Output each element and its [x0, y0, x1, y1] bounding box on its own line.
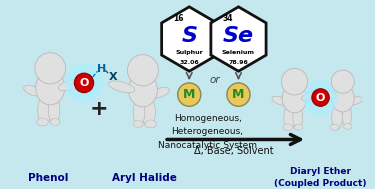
Text: Sulphur: Sulphur: [176, 50, 203, 55]
Text: O: O: [316, 93, 325, 103]
Circle shape: [178, 83, 201, 106]
Ellipse shape: [302, 91, 324, 101]
Text: Selenium: Selenium: [222, 50, 255, 55]
Text: H: H: [97, 64, 106, 74]
Text: 78.96: 78.96: [228, 60, 248, 65]
Text: Phenol: Phenol: [28, 173, 69, 183]
Ellipse shape: [37, 118, 48, 126]
Ellipse shape: [133, 98, 145, 126]
Text: X: X: [109, 72, 117, 82]
Ellipse shape: [58, 79, 85, 91]
Text: +: +: [89, 99, 108, 119]
Ellipse shape: [344, 124, 352, 129]
Text: M: M: [183, 88, 195, 101]
Ellipse shape: [293, 106, 303, 129]
Polygon shape: [211, 7, 266, 71]
Circle shape: [281, 68, 308, 95]
Text: M: M: [232, 88, 244, 101]
Ellipse shape: [331, 85, 354, 112]
Ellipse shape: [36, 71, 65, 105]
Ellipse shape: [316, 90, 336, 99]
Ellipse shape: [48, 97, 60, 124]
Ellipse shape: [294, 124, 303, 130]
Ellipse shape: [330, 124, 339, 130]
Ellipse shape: [342, 104, 351, 127]
Circle shape: [331, 70, 354, 93]
Ellipse shape: [24, 85, 42, 96]
Ellipse shape: [272, 96, 288, 105]
Ellipse shape: [108, 81, 135, 93]
Ellipse shape: [128, 73, 158, 107]
Circle shape: [128, 55, 158, 86]
Ellipse shape: [151, 87, 170, 98]
Ellipse shape: [282, 84, 307, 113]
Circle shape: [303, 80, 338, 115]
Ellipse shape: [332, 105, 342, 130]
Text: Δ, Base, Solvent: Δ, Base, Solvent: [194, 146, 273, 156]
Circle shape: [312, 89, 329, 106]
Text: Se: Se: [223, 26, 254, 46]
Polygon shape: [162, 7, 217, 71]
Ellipse shape: [145, 120, 156, 128]
Text: 34: 34: [222, 14, 233, 23]
Ellipse shape: [284, 105, 295, 130]
Ellipse shape: [50, 119, 60, 125]
Circle shape: [227, 83, 250, 106]
Text: Diaryl Ether
(Coupled Product): Diaryl Ether (Coupled Product): [274, 167, 367, 187]
Ellipse shape: [133, 120, 143, 127]
Circle shape: [65, 63, 103, 102]
Circle shape: [35, 53, 66, 84]
Text: or: or: [209, 75, 220, 85]
Circle shape: [74, 73, 94, 93]
Text: Homogeneous,
Heterogeneous,
Nanocatalytic System: Homogeneous, Heterogeneous, Nanocatalyti…: [158, 114, 257, 149]
Text: O: O: [80, 78, 89, 88]
Text: S: S: [181, 26, 197, 46]
Ellipse shape: [283, 124, 293, 131]
Ellipse shape: [38, 96, 51, 125]
Text: Aryl Halide: Aryl Halide: [112, 173, 177, 183]
Ellipse shape: [142, 98, 156, 127]
Ellipse shape: [348, 97, 362, 105]
Text: 16: 16: [173, 14, 184, 23]
Text: 32.06: 32.06: [179, 60, 199, 65]
